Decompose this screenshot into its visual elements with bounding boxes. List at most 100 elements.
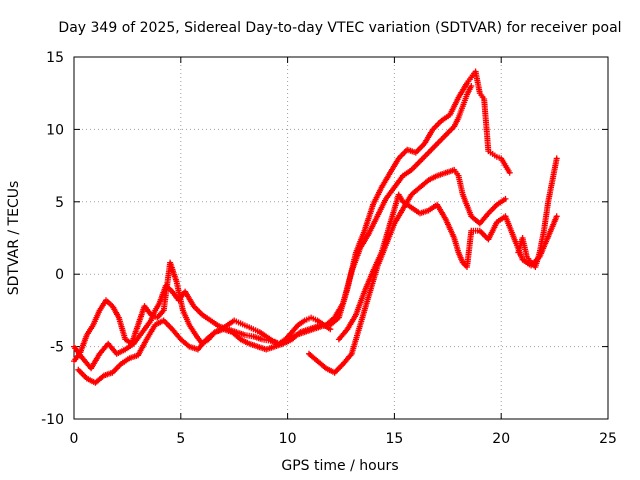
data-point [444,217,447,221]
data-point [79,351,82,354]
data-point [209,319,212,322]
data-point [551,178,554,182]
data-point [461,193,464,196]
data-point [194,333,197,337]
data-point [546,200,550,203]
data-point [290,338,294,341]
data-point [465,81,469,85]
data-point [371,270,375,273]
data-point [470,84,473,88]
data-point [487,149,490,153]
data-point [350,270,353,273]
data-point [341,301,345,305]
data-point [333,371,336,374]
data-point [309,316,313,319]
data-point [418,160,422,163]
data-point [508,171,511,175]
data-point [487,238,490,241]
x-tick-label: 15 [385,431,403,447]
data-point [418,212,422,215]
data-point [220,328,223,331]
data-point [230,330,234,334]
data-point [149,319,153,322]
data-point [418,186,422,189]
data-point [307,352,311,356]
data-point [478,222,482,225]
data-point [72,359,76,363]
data-point [247,342,251,345]
data-point [521,236,524,240]
x-tick-label: 25 [599,431,617,447]
data-point [153,323,157,327]
data-point [397,157,400,160]
data-point [457,96,460,99]
x-tick-label: 5 [176,431,185,447]
data-point [89,367,93,370]
data-point [77,368,80,371]
data-point [207,338,210,341]
data-point [410,193,413,196]
data-point [277,342,281,345]
data-point [316,319,319,322]
data-point [474,70,477,73]
data-point [534,265,537,269]
data-point [333,316,336,319]
data-point [453,125,456,128]
data-point [226,323,229,327]
data-point [363,229,366,232]
data-point [265,348,268,351]
data-point [196,348,200,351]
data-point [239,322,242,325]
data-point [162,309,165,312]
data-point [72,345,76,348]
data-point [104,299,108,302]
data-point [136,354,140,357]
data-point [350,352,353,356]
data-point [495,203,499,206]
data-point [316,325,319,328]
data-point [213,330,217,334]
data-point [284,338,287,341]
y-tick-label: 10 [46,122,64,138]
data-point [414,151,417,154]
data-point [175,280,178,283]
data-point [500,157,503,160]
data-point [410,168,413,172]
data-point [427,151,430,154]
data-point [218,325,221,328]
data-point [363,290,366,293]
data-point [111,304,114,308]
data-point [517,251,520,254]
data-point [525,255,529,259]
data-point [410,206,413,209]
data-point [495,155,499,159]
data-point [521,258,524,261]
data-point [491,152,494,156]
data-point [124,348,127,351]
y-tick-label: 0 [55,267,64,283]
data-point [542,229,546,232]
data-point [397,193,400,196]
series-track-f [515,155,560,270]
data-point [149,313,153,316]
data-point [453,236,456,240]
plot-frame [73,56,609,420]
data-point [141,330,144,334]
data-point [265,335,268,338]
data-point [448,113,452,117]
data-point [487,212,490,215]
y-axis-label: SDTVAR / TECUs [6,181,22,296]
data-point [393,186,396,189]
data-point [307,328,311,331]
x-tick-label: 20 [492,431,510,447]
data-point [401,174,405,177]
data-point [260,338,264,341]
data-point [128,356,131,360]
y-tick-label: -5 [50,340,64,356]
data-point [401,207,405,211]
data-point [465,265,469,269]
data-point [98,352,101,356]
data-point [171,328,174,331]
data-point [171,290,174,293]
